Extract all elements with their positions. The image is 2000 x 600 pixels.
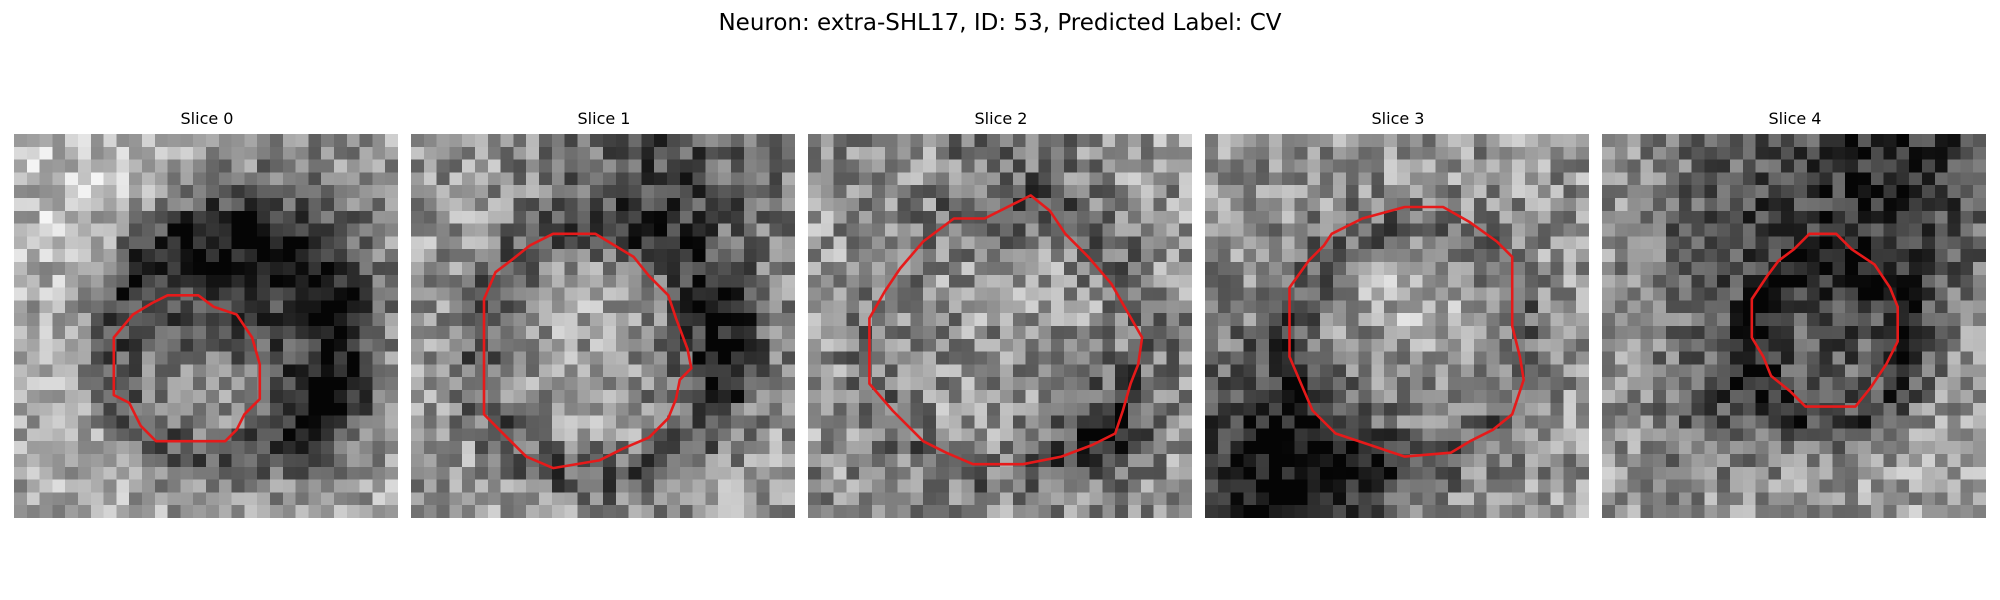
slice-title-2: Slice 2 [808, 109, 1194, 129]
slice-image-0 [14, 134, 398, 518]
slice-image-2 [808, 134, 1192, 518]
slice-panel-1: Slice 1 [411, 109, 797, 518]
figure-title: Neuron: extra-SHL17, ID: 53, Predicted L… [0, 9, 2000, 37]
slice-image-4 [1602, 134, 1986, 518]
pixel-grid-4 [1602, 134, 1986, 518]
slice-title-4: Slice 4 [1602, 109, 1988, 129]
slice-panel-4: Slice 4 [1602, 109, 1988, 518]
slice-panel-0: Slice 0 [14, 109, 400, 518]
pixel-grid-3 [1205, 134, 1589, 518]
slice-panel-3: Slice 3 [1205, 109, 1591, 518]
slice-image-3 [1205, 134, 1589, 518]
slice-title-3: Slice 3 [1205, 109, 1591, 129]
pixel-grid-0 [14, 134, 398, 518]
slice-title-1: Slice 1 [411, 109, 797, 129]
slice-image-1 [411, 134, 795, 518]
slice-panel-2: Slice 2 [808, 109, 1194, 518]
pixel-grid-1 [411, 134, 795, 518]
slice-title-0: Slice 0 [14, 109, 400, 129]
